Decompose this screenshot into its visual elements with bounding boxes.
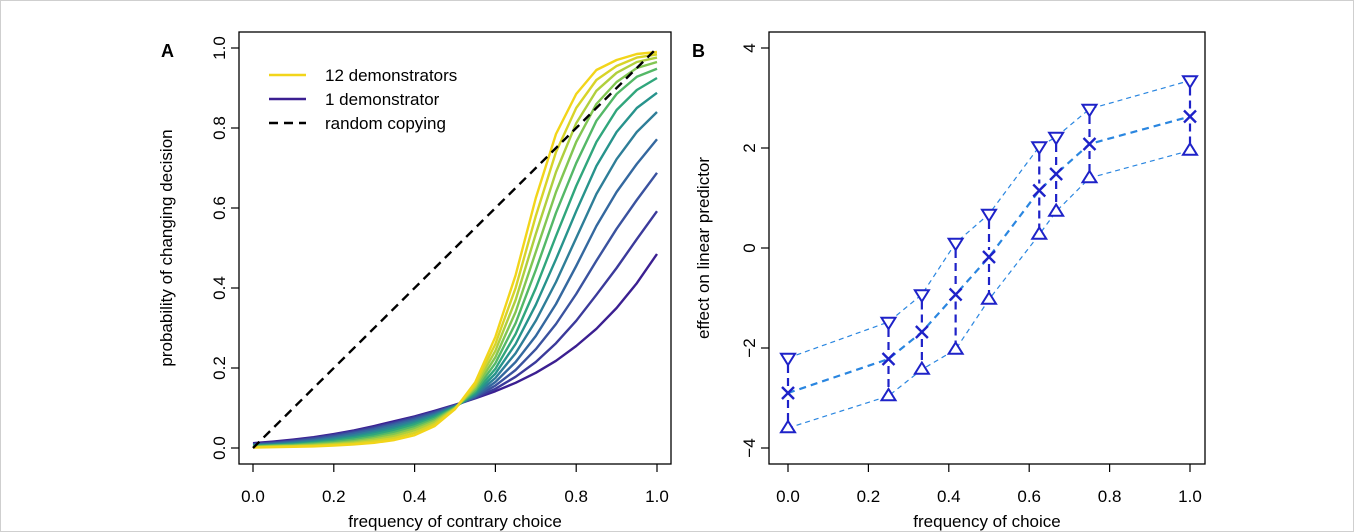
panel-b-estimate-point — [982, 250, 996, 264]
panel-b-upper-point — [946, 237, 965, 252]
panel-b-xlabel: frequency of choice — [913, 512, 1060, 531]
panel-b-estimate-point-stroke — [781, 386, 795, 400]
panel-b-estimate-point — [1049, 167, 1063, 181]
panel-b-lower-point — [779, 419, 797, 434]
panel-b-upper-point — [1080, 103, 1099, 118]
panel-a-y-tick-label: 0.2 — [210, 356, 229, 380]
panel-b-upper-point — [1047, 131, 1065, 146]
panel-b-lower-line — [787, 149, 1191, 429]
panel-b-lower-point — [1047, 202, 1065, 217]
panel-a-series-line-8 — [252, 67, 658, 448]
panel-b-ylabel: effect on linear predictor — [694, 157, 713, 339]
panel-b-y-tick-label: 2 — [740, 143, 759, 152]
panel-a-y-tick-label: 0.6 — [210, 196, 229, 220]
panel-b-estimate-point — [915, 325, 929, 339]
panel-a-series — [252, 47, 658, 449]
panel-b-lines — [787, 79, 1191, 429]
panel-a-series-line-1 — [252, 253, 658, 445]
panel-a-y-tick-label: 0.0 — [210, 436, 229, 460]
panel-a-series-line-10 — [252, 56, 658, 449]
panel-b-upper-point — [1030, 141, 1049, 156]
panel-a-series-line-6 — [252, 91, 658, 447]
panel-a-x-tick-label: 0.0 — [241, 487, 265, 506]
panel-a-y-tick-label: 0.8 — [210, 116, 229, 140]
panel-b-upper-point — [879, 316, 898, 331]
panel-b-estimate-point-stroke — [915, 325, 929, 339]
panel-b-y-tick-label: 0 — [740, 243, 759, 252]
panel-b-x-ticks: 0.0 0.2 0.4 0.6 0.8 1.0 — [776, 464, 1202, 506]
panel-b-lower-point — [913, 360, 931, 375]
panel-b-estimate-point-stroke — [982, 250, 996, 264]
panel-b-x-tick-label: 0.4 — [937, 487, 961, 506]
panel-b-x-tick-label: 0.6 — [1017, 487, 1041, 506]
legend-label-1-demonstrator: 1 demonstrator — [325, 90, 440, 109]
panel-b-points — [779, 75, 1199, 434]
panel-b-upper-point — [1181, 75, 1199, 90]
panel-b-lower-point — [1030, 225, 1049, 240]
panel-a-y-ticks: 0.0 0.2 0.4 0.6 0.8 1.0 — [210, 36, 239, 460]
panel-b-y-tick-label: 4 — [740, 43, 759, 52]
panel-b-estimate-point-stroke — [1049, 167, 1063, 181]
legend-label-random-copying: random copying — [325, 114, 446, 133]
panel-a-label: A — [161, 41, 174, 61]
panel-a-x-tick-label: 0.6 — [484, 487, 508, 506]
panel-a-ylabel: probability of changing decision — [157, 129, 176, 366]
panel-b-upper-point — [913, 289, 931, 304]
panel-b-x-tick-label: 0.0 — [776, 487, 800, 506]
panel-a-series-line-12 — [252, 50, 658, 449]
panel-b-estimate-point-stroke — [881, 352, 896, 366]
panel-b-estimate-point-stroke — [1183, 109, 1197, 124]
panel-b-x-tick-label: 0.8 — [1098, 487, 1122, 506]
panel-b-estimate-point — [948, 287, 963, 302]
panel-b-estimate-point — [1032, 183, 1047, 198]
panel-b-y-ticks: −4 −2 0 2 4 — [740, 43, 769, 458]
panel-a-series-line-11 — [252, 53, 658, 449]
panel-b-label: B — [692, 41, 705, 61]
panel-b: B frequency of choice effect on linear p… — [692, 31, 1206, 531]
panel-b-estimate-point — [781, 386, 795, 400]
panel-b-estimate-point-stroke — [1082, 137, 1097, 151]
panel-b-estimate-point-stroke — [948, 287, 963, 302]
panel-b-estimate-line — [787, 115, 1191, 395]
panel-b-estimate-point — [881, 352, 896, 366]
panel-b-lower-point — [879, 387, 898, 402]
panel-a-x-ticks: 0.0 0.2 0.4 0.6 0.8 1.0 — [241, 464, 669, 506]
legend-label-12-demonstrators: 12 demonstrators — [325, 66, 457, 85]
panel-a-legend: 12 demonstrators 1 demonstrator random c… — [269, 66, 457, 133]
panel-b-y-tick-label: −4 — [740, 438, 759, 457]
panel-b-upper-point — [779, 352, 797, 367]
panel-b-lower-point — [1181, 141, 1199, 156]
panel-b-estimate-point-stroke — [1032, 183, 1047, 198]
panel-b-plot-frame — [768, 31, 1206, 465]
panel-a: A frequency of contrary choice probabili… — [157, 31, 672, 531]
panel-a-series-line-5 — [252, 111, 658, 447]
panel-a-x-tick-label: 1.0 — [645, 487, 669, 506]
panel-a-x-tick-label: 0.4 — [403, 487, 427, 506]
panel-a-plot-frame — [238, 31, 672, 465]
panel-b-estimate-point — [1183, 109, 1197, 124]
panel-b-lower-point — [1080, 169, 1099, 184]
panel-a-series-line-4 — [252, 138, 658, 446]
panel-a-y-tick-label: 1.0 — [210, 36, 229, 60]
panel-a-random-copying-line — [252, 47, 658, 449]
panel-a-xlabel: frequency of contrary choice — [348, 512, 562, 531]
panel-a-x-tick-label: 0.8 — [564, 487, 588, 506]
panel-b-upper-point — [980, 208, 998, 223]
panel-b-y-tick-label: −2 — [740, 338, 759, 357]
panel-a-x-tick-label: 0.2 — [322, 487, 346, 506]
panel-b-estimate-point — [1082, 137, 1097, 151]
panel-b-x-tick-label: 0.2 — [857, 487, 881, 506]
panel-a-y-tick-label: 0.4 — [210, 276, 229, 300]
panel-b-lower-point — [946, 340, 965, 355]
panel-b-x-tick-label: 1.0 — [1178, 487, 1202, 506]
panel-b-lower-point — [980, 290, 998, 305]
